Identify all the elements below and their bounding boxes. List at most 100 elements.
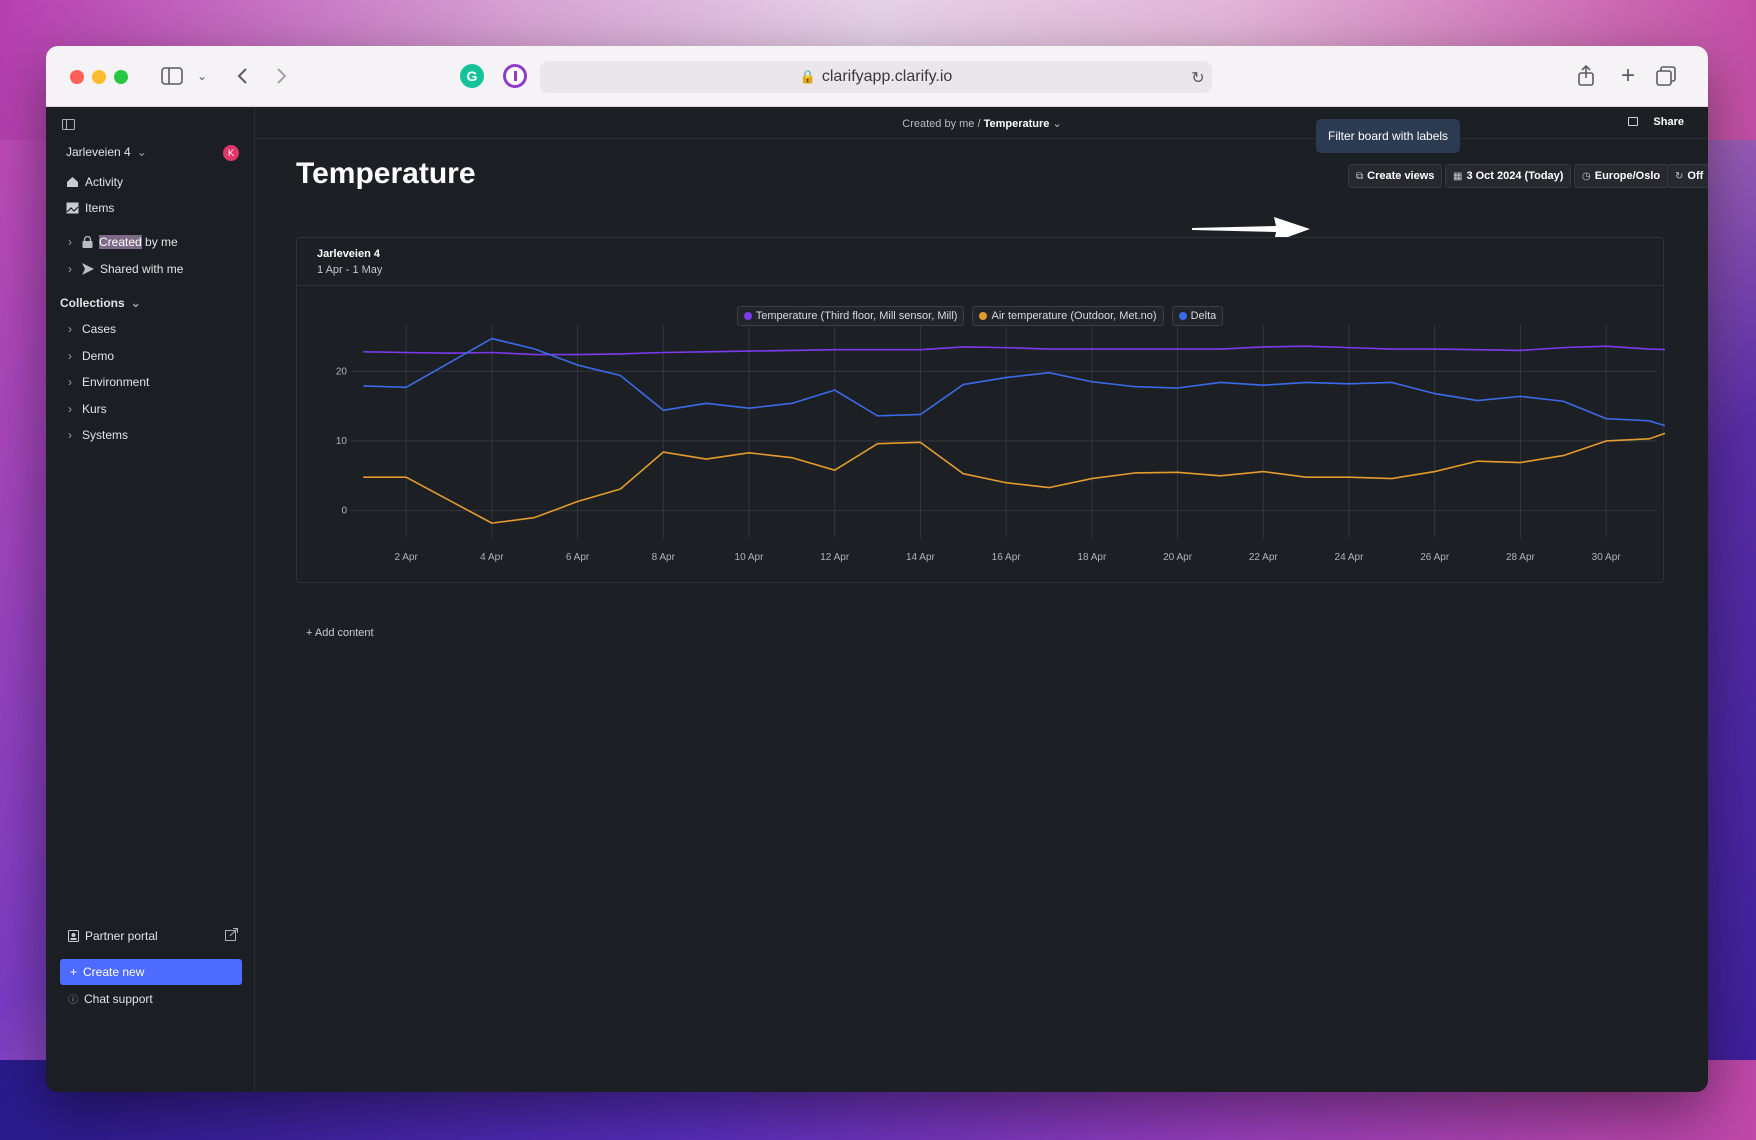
series-line-0 <box>363 345 1665 356</box>
x-tick-label: 26 Apr <box>1420 552 1450 563</box>
x-tick-label: 18 Apr <box>1077 552 1107 563</box>
line-chart[interactable]: 2 Apr 4 Apr 6 Apr 8 Apr 10 Apr 12 Apr 14 Apr 16… <box>297 238 1665 584</box>
x-tick-label: 24 Apr <box>1335 552 1365 563</box>
breadcrumb-parent[interactable]: Created by me / <box>902 118 981 130</box>
back-icon[interactable] <box>228 62 256 90</box>
chevron-down-icon: ⌄ <box>1052 118 1062 130</box>
chevron-right-icon: › <box>68 402 72 416</box>
create-views-button[interactable]: ⧉ Create views <box>1348 164 1443 188</box>
refresh-label: Off <box>1687 170 1704 182</box>
create-new-label: Create new <box>83 965 145 979</box>
sidebar-item-environment[interactable]: › Environment <box>68 375 149 389</box>
x-tick-label: 28 Apr <box>1506 552 1536 563</box>
sidebar-item-label: Shared with me <box>100 262 184 276</box>
date-picker-button[interactable]: ▦ 3 Oct 2024 (Today) <box>1445 164 1572 188</box>
legend-item-temperature[interactable]: Temperature (Third floor, Mill sensor, M… <box>736 306 965 326</box>
sidebar-item-cases[interactable]: › Cases <box>68 322 116 336</box>
chart-card-header: Jarleveien 4 1 Apr - 1 May <box>297 238 1663 286</box>
reload-icon[interactable]: ↻ <box>1191 70 1205 87</box>
create-views-label: Create views <box>1367 170 1435 182</box>
x-tick-label: 12 Apr <box>820 552 850 563</box>
avatar[interactable]: K <box>223 145 239 161</box>
lock-icon <box>82 236 93 248</box>
breadcrumb[interactable]: Created by me / Temperature ⌄ <box>256 117 1708 130</box>
forward-icon[interactable] <box>268 62 296 90</box>
x-tick-label: 8 Apr <box>652 552 676 563</box>
add-content-button[interactable]: + Add content <box>306 627 374 639</box>
close-window-button[interactable] <box>70 70 84 84</box>
send-icon <box>82 263 94 275</box>
legend-swatch <box>743 312 752 320</box>
sidebar-item-shared-with-me[interactable]: › Shared with me <box>68 262 183 276</box>
legend-swatch <box>1178 312 1187 320</box>
legend-label: Air temperature (Outdoor, Met.no) <box>991 310 1157 322</box>
tab-overview-icon[interactable] <box>1652 62 1680 90</box>
info-icon: ⓘ <box>68 995 78 1006</box>
browser-toolbar: ⌄ G 🔒 clarifyapp.clarify.io ↻ + <box>46 46 1708 107</box>
chart-card[interactable]: Jarleveien 4 1 Apr - 1 May Temperature (… <box>296 237 1665 584</box>
sidebar-item-items[interactable]: Items <box>66 201 114 215</box>
collapse-sidebar-icon[interactable] <box>62 119 75 130</box>
auto-refresh-button[interactable]: ↻ Off <box>1667 164 1708 188</box>
timezone-label: Europe/Oslo <box>1594 170 1661 182</box>
share-button[interactable]: Share <box>1653 116 1684 128</box>
sidebar-item-label: by me <box>141 235 178 249</box>
arrow-annotation-icon <box>1192 217 1310 242</box>
x-tick-label: 2 Apr <box>394 552 418 563</box>
main-content: Created by me / Temperature ⌄ Share Filt… <box>256 107 1708 1092</box>
share-page-icon[interactable] <box>1572 62 1600 90</box>
x-tick-label: 4 Apr <box>480 552 504 563</box>
present-icon[interactable] <box>1628 117 1638 126</box>
sidebar-item-activity[interactable]: Activity <box>66 175 123 189</box>
legend-label: Delta <box>1190 310 1217 322</box>
chevron-right-icon: › <box>68 322 72 336</box>
sidebar-item-label: Kurs <box>82 402 107 416</box>
layers-icon: ⧉ <box>1356 170 1364 182</box>
chevron-right-icon: › <box>68 428 72 442</box>
x-tick-label: 20 Apr <box>1163 552 1193 563</box>
date-label: 3 Oct 2024 (Today) <box>1466 170 1564 182</box>
timezone-button[interactable]: ◷ Europe/Oslo <box>1574 164 1669 188</box>
external-link-icon[interactable] <box>225 928 238 941</box>
grammarly-extension-icon[interactable]: G <box>460 64 484 88</box>
password-manager-extension-icon[interactable] <box>503 64 527 88</box>
sidebar-toggle-icon[interactable] <box>158 62 186 90</box>
browser-window: ⌄ G 🔒 clarifyapp.clarify.io ↻ + Jarle <box>46 46 1708 1092</box>
chat-support-link[interactable]: ⓘ Chat support <box>68 991 153 1007</box>
sidebar-item-demo[interactable]: › Demo <box>68 349 114 363</box>
page-title: Temperature <box>296 157 476 190</box>
x-tick-label: 30 Apr <box>1592 552 1622 563</box>
chevron-down-icon[interactable]: ⌄ <box>196 69 208 83</box>
sidebar-item-label: Systems <box>82 428 129 442</box>
address-bar[interactable]: 🔒 clarifyapp.clarify.io <box>540 61 1212 93</box>
sidebar-item-label: Cases <box>82 322 117 336</box>
legend-item-delta[interactable]: Delta <box>1171 306 1224 326</box>
sidebar-item-systems[interactable]: › Systems <box>68 428 128 442</box>
partner-portal-link[interactable]: Partner portal <box>68 929 158 943</box>
new-tab-icon[interactable]: + <box>1620 62 1635 89</box>
calendar-icon: ▦ <box>1453 170 1463 182</box>
chevron-right-icon: › <box>68 349 72 363</box>
collections-header[interactable]: Collections ⌄ <box>60 296 141 310</box>
chart-card-title: Jarleveien 4 <box>317 248 380 260</box>
image-icon <box>66 202 79 214</box>
chat-support-label: Chat support <box>84 991 153 1006</box>
zoom-window-button[interactable] <box>114 70 128 84</box>
chevron-right-icon: › <box>68 235 72 249</box>
x-tick-label: 22 Apr <box>1249 552 1279 563</box>
create-new-button[interactable]: + Create new <box>60 959 242 985</box>
url-text: clarifyapp.clarify.io <box>821 68 953 85</box>
lock-icon: 🔒 <box>799 69 816 84</box>
chevron-down-icon: ⌄ <box>136 145 147 159</box>
legend-item-air-temperature[interactable]: Air temperature (Outdoor, Met.no) <box>972 306 1164 326</box>
y-tick-label: 20 <box>336 366 348 377</box>
sidebar-item-kurs[interactable]: › Kurs <box>68 402 107 416</box>
series-line-2 <box>363 337 1665 427</box>
breadcrumb-current[interactable]: Temperature <box>983 118 1050 130</box>
x-tick-label: 10 Apr <box>735 552 765 563</box>
workspace-switcher[interactable]: Jarleveien 4 ⌄ <box>66 145 147 159</box>
legend-label: Temperature (Third floor, Mill sensor, M… <box>755 310 958 322</box>
workspace-name: Jarleveien 4 <box>66 145 131 159</box>
minimize-window-button[interactable] <box>92 70 106 84</box>
sidebar-item-created-by-me[interactable]: › Created by me <box>68 235 178 249</box>
